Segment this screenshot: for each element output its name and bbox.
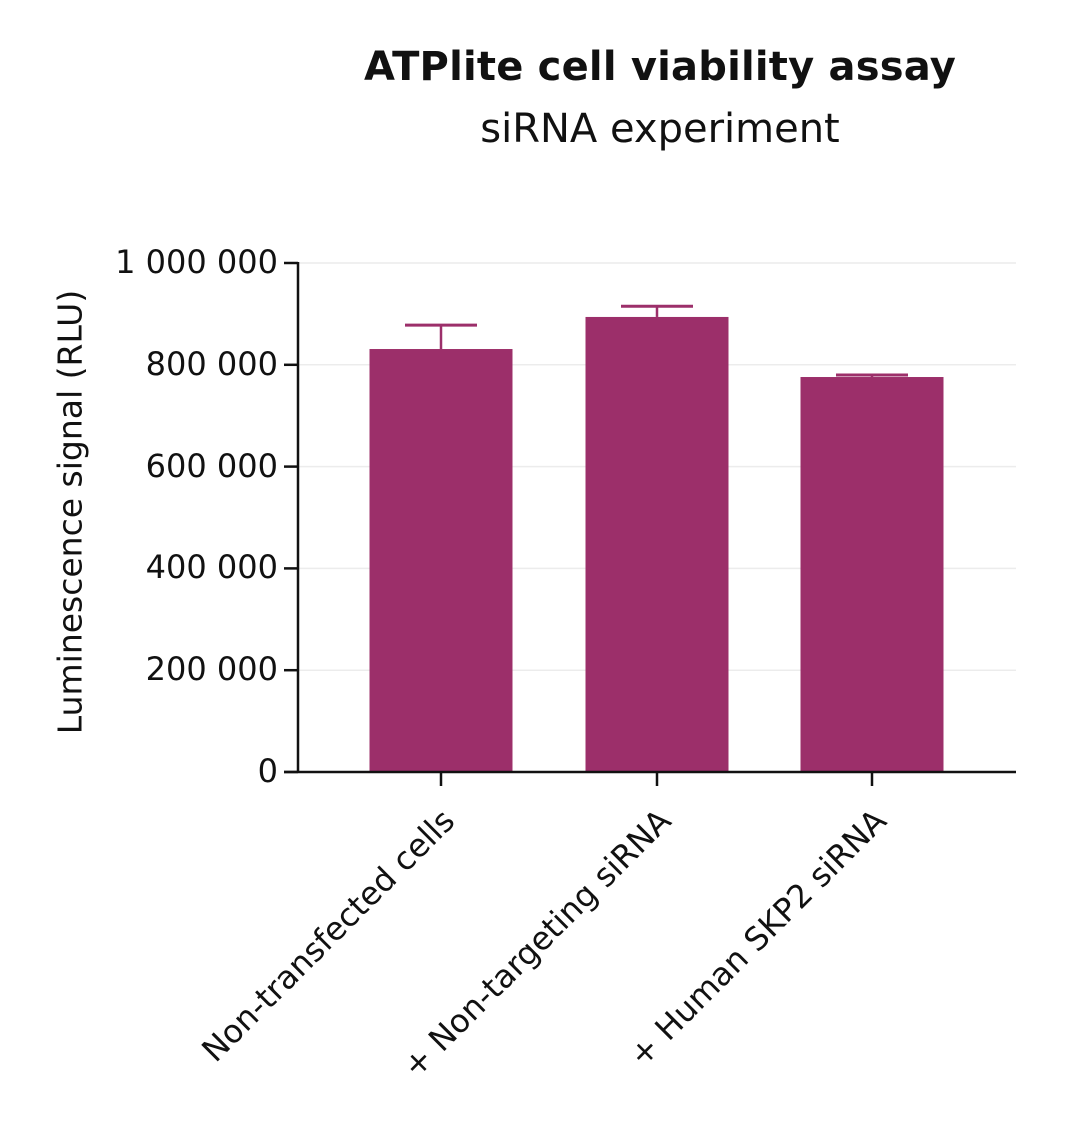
chart-subtitle: siRNA experiment [480,106,840,152]
bar [585,316,729,772]
bar [369,349,513,772]
y-tick-label: 1 000 000 [115,243,278,281]
y-tick-label: 400 000 [145,548,278,587]
bars [369,304,944,772]
chart-title: ATPlite cell viability assay [364,44,956,90]
y-tick-label: 0 [257,752,278,790]
y-tick-label: 600 000 [145,446,278,485]
y-tick-label: 800 000 [145,344,278,383]
axes [284,261,1016,786]
y-tick-label: 200 000 [145,650,278,689]
bar [800,377,944,772]
